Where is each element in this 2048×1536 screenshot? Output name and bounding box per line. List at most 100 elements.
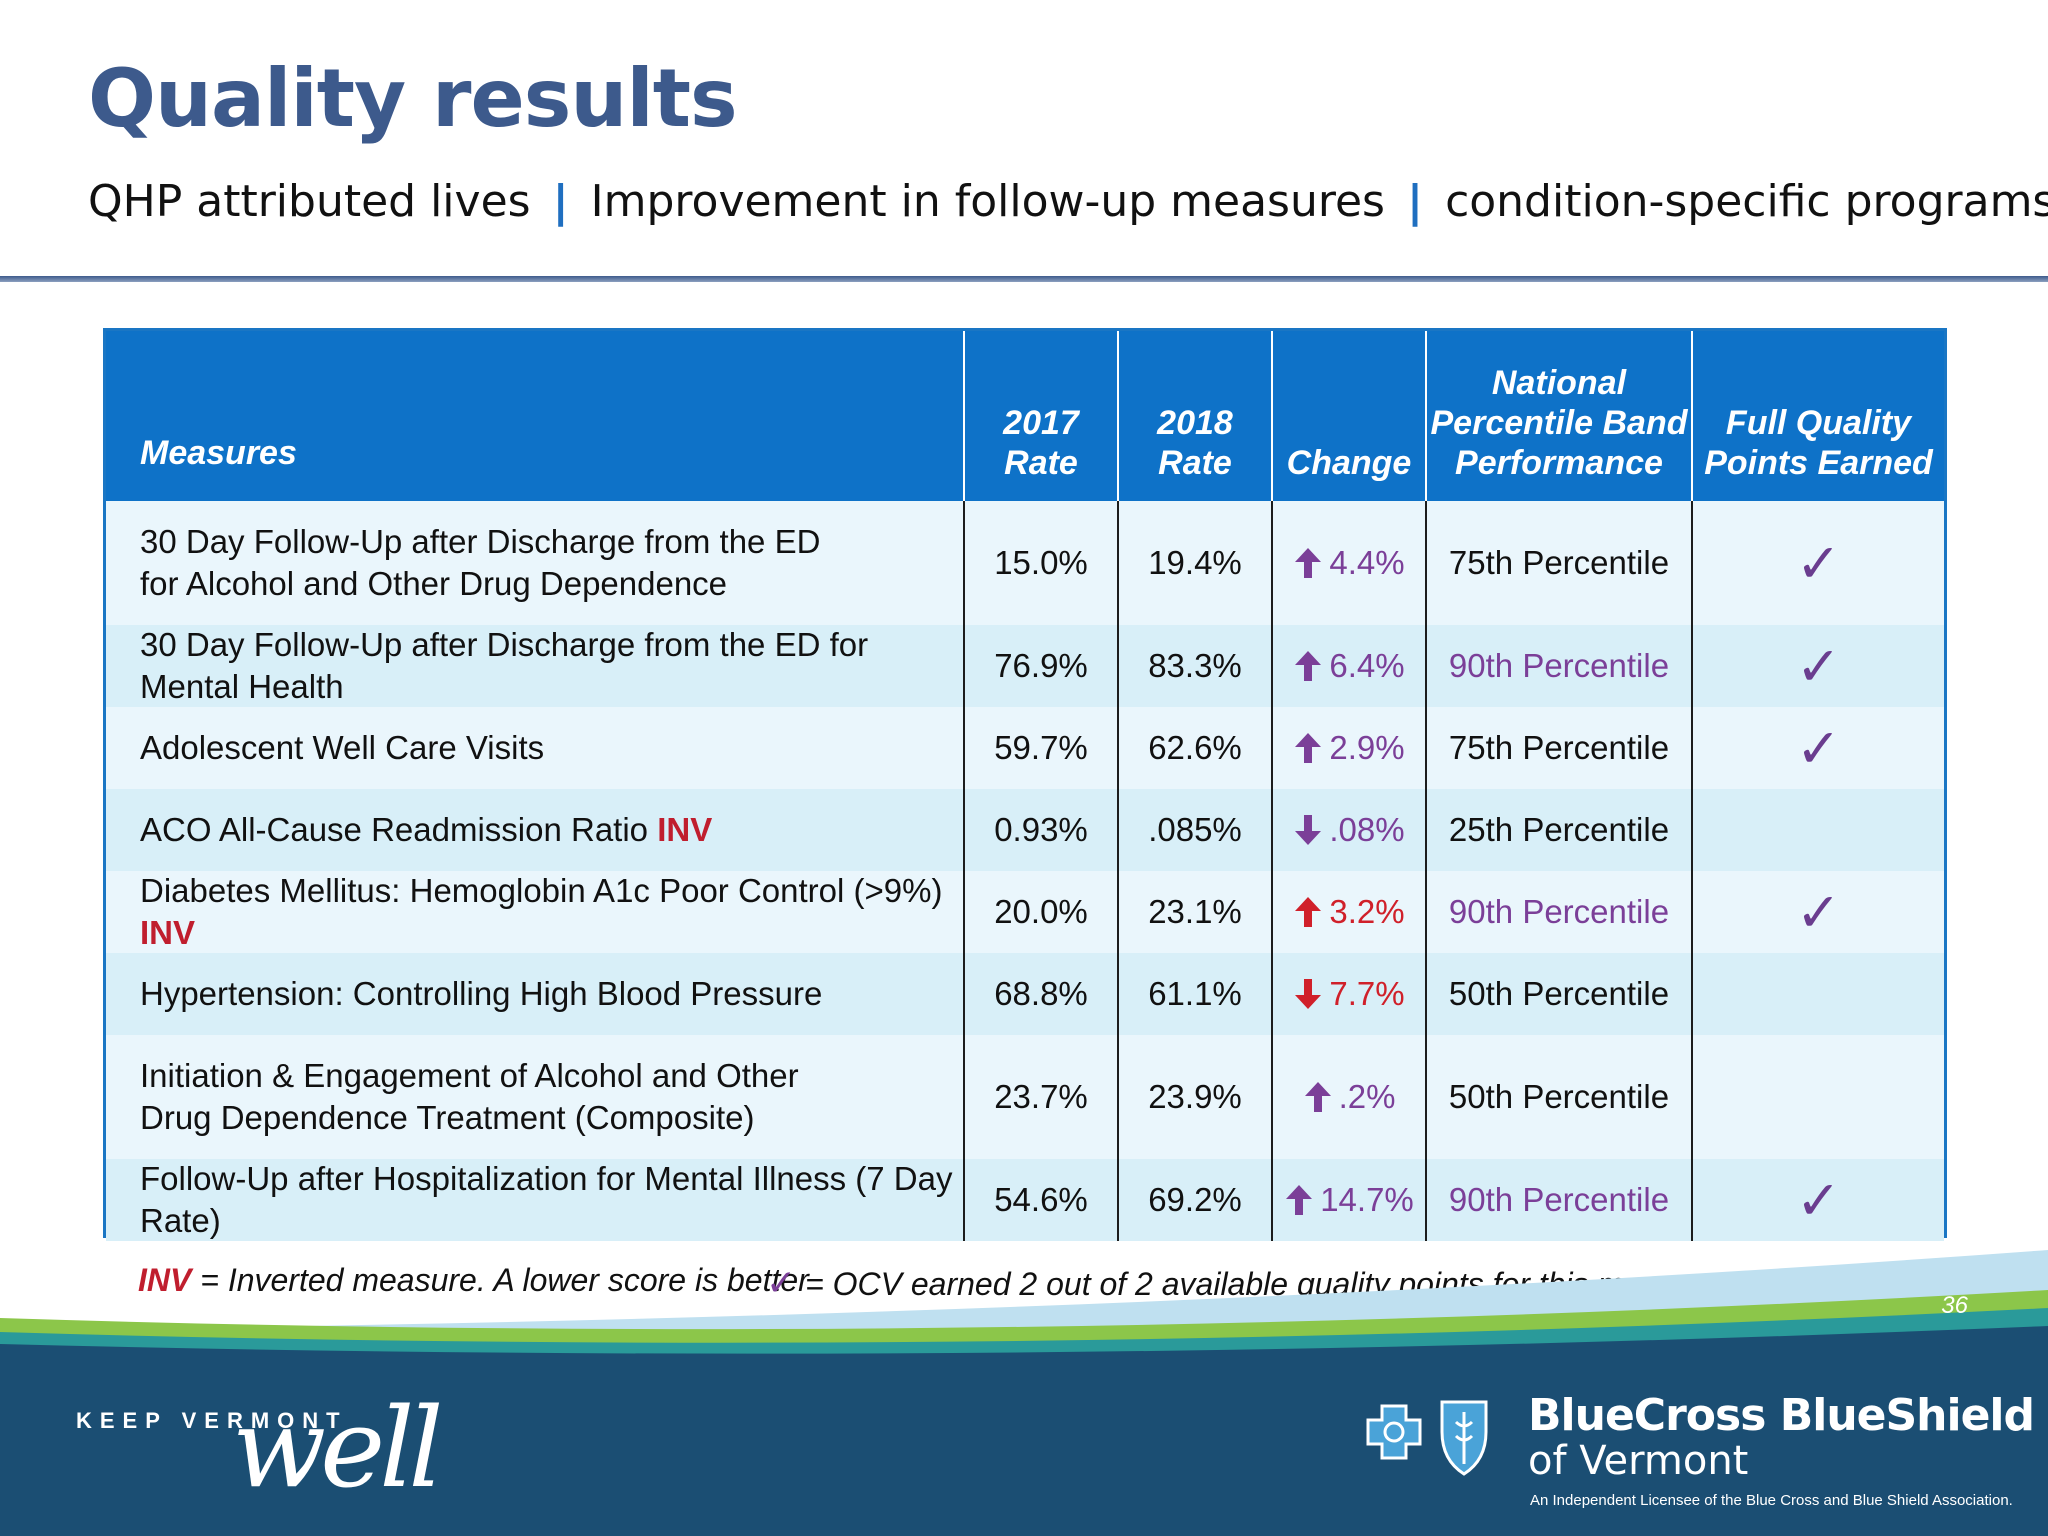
column-divider	[1425, 501, 1427, 625]
column-divider	[963, 789, 965, 871]
rate-2017-cell: 23.7%	[994, 1078, 1088, 1115]
column-divider	[1117, 501, 1119, 625]
rate-2017-cell: 54.6%	[994, 1181, 1088, 1218]
header-2017: 2017	[1003, 404, 1079, 442]
bcbs-tagline: An Independent Licensee of the Blue Cros…	[1530, 1492, 2013, 1509]
header-change: Change	[1286, 444, 1412, 482]
bcbs-subname: of Vermont	[1528, 1438, 1749, 1484]
arrow-up-icon	[1295, 897, 1322, 927]
measure-text: ACO All-Cause Readmission Ratio	[140, 811, 649, 848]
subtitle-part-3: condition-specific programs	[1445, 176, 2048, 227]
arrow-up-icon	[1295, 733, 1322, 763]
column-divider	[963, 1159, 965, 1241]
measure-text: Drug Dependence Treatment (Composite)	[140, 1099, 755, 1136]
percentile-cell: 75th Percentile	[1448, 729, 1670, 766]
change-value: 2.9%	[1329, 729, 1405, 766]
rate-2017-cell: 15.0%	[994, 544, 1088, 581]
header-national-percentile: National Percentile Band Performance	[1427, 331, 1691, 501]
header-national-line3: Performance	[1455, 444, 1663, 482]
change-value: 3.2%	[1329, 893, 1405, 930]
points-cell: ✓	[1693, 625, 1944, 707]
footer-banner	[0, 1250, 2048, 1536]
header-2018-rate-word: Rate	[1158, 444, 1232, 482]
header-measures: Measures	[140, 434, 297, 472]
column-divider	[963, 953, 965, 1035]
header-divider	[1425, 331, 1427, 501]
column-divider	[1691, 1159, 1693, 1241]
arrow-down-icon	[1295, 979, 1322, 1009]
column-divider	[1271, 871, 1273, 953]
header-2018-rate: 2018 Rate	[1119, 331, 1271, 501]
column-divider	[1425, 953, 1427, 1035]
legend-inv-text: = Inverted measure. A lower score is bet…	[200, 1262, 809, 1298]
check-icon: ✓	[1795, 882, 1842, 943]
column-divider	[1117, 625, 1119, 707]
change-cell: .2%	[1273, 1035, 1425, 1159]
column-divider	[1117, 1035, 1119, 1159]
arrow-up-icon	[1304, 1082, 1331, 1112]
change-cell: 4.4%	[1273, 501, 1425, 625]
table-row: Diabetes Mellitus: Hemoglobin A1c Poor C…	[106, 871, 1944, 953]
change-cell: 6.4%	[1273, 625, 1425, 707]
percentile-cell: 90th Percentile	[1448, 647, 1670, 684]
points-cell: ✓	[1693, 1159, 1944, 1241]
measure-text: Diabetes Mellitus: Hemoglobin A1c Poor C…	[140, 872, 943, 909]
change-value: 7.7%	[1329, 975, 1405, 1012]
header-2017-rate: 2017 Rate	[965, 331, 1117, 501]
percentile-cell: 75th Percentile	[1448, 544, 1670, 581]
header-divider	[1117, 331, 1119, 501]
table-row: Initiation & Engagement of Alcohol and O…	[106, 1035, 1944, 1159]
header-2017-rate-word: Rate	[1004, 444, 1078, 482]
table-row: 30 Day Follow-Up after Discharge from th…	[106, 501, 1944, 625]
column-divider	[1425, 789, 1427, 871]
column-divider	[1691, 789, 1693, 871]
column-divider	[1691, 625, 1693, 707]
rate-2018-cell: 61.1%	[1148, 975, 1242, 1012]
points-cell	[1693, 789, 1944, 871]
column-divider	[1425, 1035, 1427, 1159]
header-national-line2: Percentile Band	[1430, 404, 1688, 442]
rate-2018-cell: 19.4%	[1148, 544, 1242, 581]
measure-cell: Follow-Up after Hospitalization for Ment…	[106, 1159, 963, 1241]
header-national-line1: National	[1491, 364, 1627, 402]
check-icon: ✓	[1795, 718, 1842, 779]
inv-marker: INV	[657, 811, 713, 848]
measure-text: Hypertension: Controlling High Blood Pre…	[140, 975, 823, 1012]
column-divider	[1271, 707, 1273, 789]
measure-text: 30 Day Follow-Up after Discharge from th…	[140, 626, 869, 705]
check-icon: ✓	[766, 1262, 797, 1303]
rate-2018-cell: 69.2%	[1148, 1181, 1242, 1218]
column-divider	[1117, 953, 1119, 1035]
percentile-cell: 90th Percentile	[1448, 1181, 1670, 1218]
column-divider	[1271, 953, 1273, 1035]
table-row: 30 Day Follow-Up after Discharge from th…	[106, 625, 1944, 707]
change-cell: 3.2%	[1273, 871, 1425, 953]
points-cell	[1693, 1035, 1944, 1159]
column-divider	[1117, 707, 1119, 789]
points-cell: ✓	[1693, 871, 1944, 953]
legend-inv-term: INV	[138, 1262, 192, 1298]
column-divider	[1271, 1159, 1273, 1241]
change-value: 4.4%	[1329, 544, 1405, 581]
percentile-cell: 50th Percentile	[1448, 1078, 1670, 1115]
change-value: 14.7%	[1320, 1181, 1414, 1218]
rate-2017-cell: 76.9%	[994, 647, 1088, 684]
subtitle-part-1: QHP attributed lives	[88, 176, 531, 227]
points-cell: ✓	[1693, 501, 1944, 625]
column-divider	[963, 707, 965, 789]
table-header: Measures 2017 Rate 2018 Rate Change Nation…	[106, 331, 1944, 501]
change-cell: 14.7%	[1273, 1159, 1425, 1241]
table-row: Adolescent Well Care Visits 59.7% 62.6% 2.9…	[106, 707, 1944, 789]
quality-table: Measures 2017 Rate 2018 Rate Change Nation…	[103, 328, 1947, 1241]
measure-cell: 30 Day Follow-Up after Discharge from th…	[106, 501, 963, 625]
header-2018: 2018	[1157, 404, 1233, 442]
percentile-cell: 90th Percentile	[1448, 893, 1670, 930]
arrow-down-icon	[1295, 815, 1322, 845]
page-number: 36	[1941, 1292, 1968, 1319]
column-divider	[1691, 871, 1693, 953]
column-divider	[963, 501, 965, 625]
percentile-cell: 25th Percentile	[1448, 811, 1670, 848]
bcbs-name: BlueCross BlueShield	[1528, 1390, 2035, 1441]
column-divider	[1271, 1035, 1273, 1159]
check-icon: ✓	[1795, 1170, 1842, 1231]
